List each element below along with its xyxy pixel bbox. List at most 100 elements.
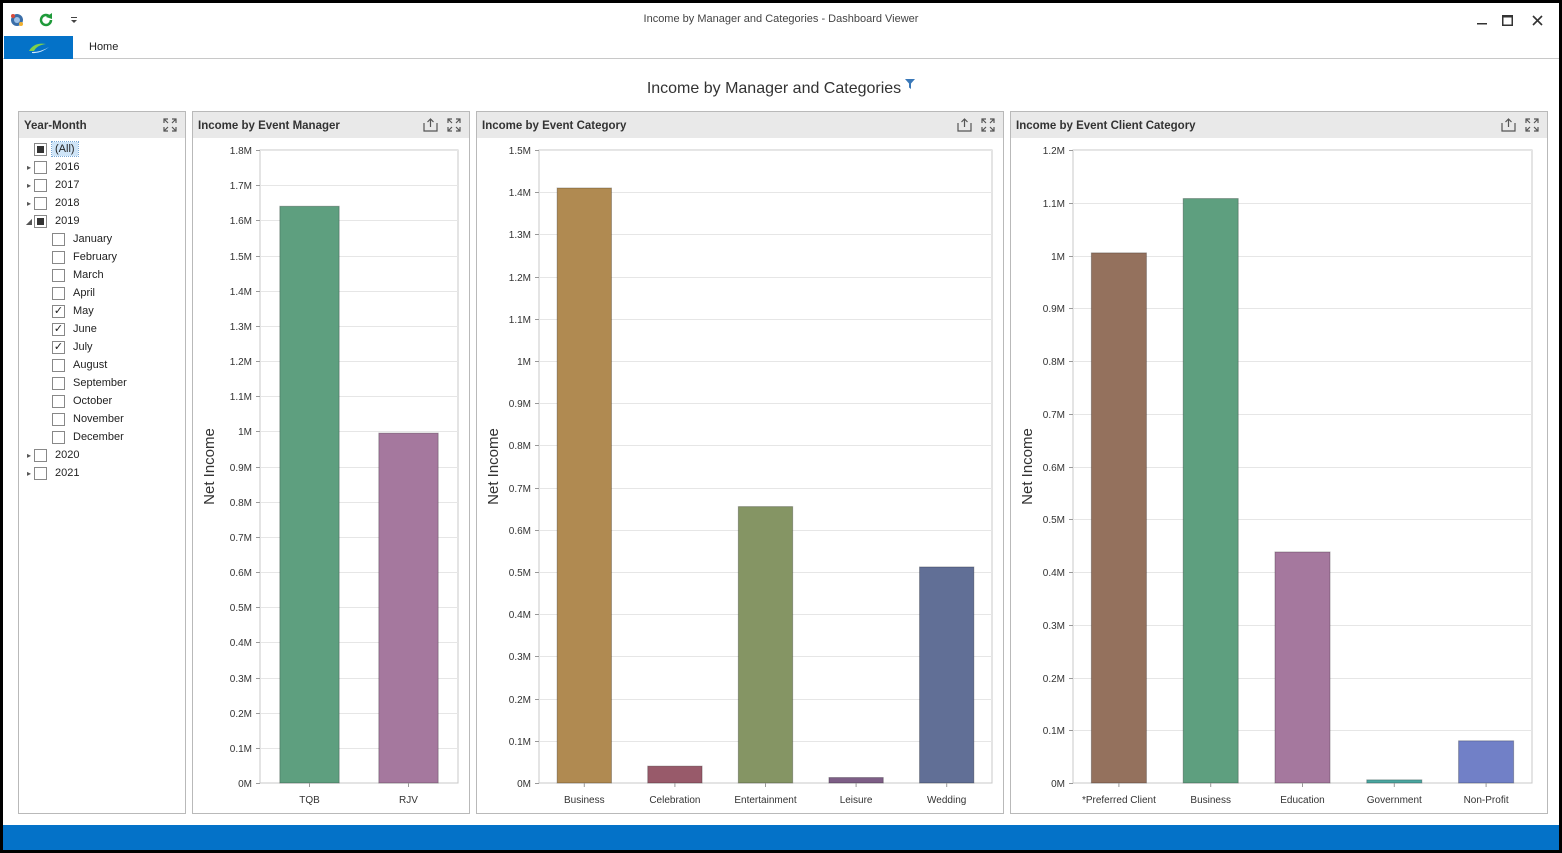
collapse-icon[interactable]: ◢: [25, 216, 33, 226]
y-tick-label: 1.7M: [230, 181, 252, 192]
bar-government[interactable]: [1366, 779, 1423, 784]
expand-icon[interactable]: ▸: [26, 468, 31, 478]
x-tick-label: Entertainment: [734, 795, 796, 806]
tree-item[interactable]: ▸ 2021: [19, 464, 185, 482]
export-icon[interactable]: [955, 116, 973, 134]
tree-item[interactable]: March: [19, 266, 185, 284]
tree-item[interactable]: November: [19, 410, 185, 428]
tree-item[interactable]: August: [19, 356, 185, 374]
expand-icon[interactable]: ▸: [26, 162, 31, 172]
y-tick-label: 0.9M: [230, 463, 252, 474]
checkbox[interactable]: [34, 214, 47, 228]
tree-item-label: February: [73, 251, 118, 263]
y-tick-label: 0.1M: [1043, 726, 1065, 737]
checkbox[interactable]: [34, 142, 47, 156]
export-icon[interactable]: [421, 116, 439, 134]
y-tick-label: 0.9M: [1043, 304, 1065, 315]
x-tick-label: Government: [1367, 795, 1422, 806]
y-tick-label: 0.5M: [230, 603, 252, 614]
expand-icon[interactable]: ▸: [26, 450, 31, 460]
x-tick-label: TQB: [299, 795, 320, 806]
bar-preferred-client[interactable]: [1090, 252, 1147, 784]
bar-tqb[interactable]: [279, 205, 340, 784]
tree-item[interactable]: ◢ 2019: [19, 212, 185, 230]
checkbox[interactable]: [34, 178, 47, 192]
maximize-button[interactable]: [1493, 9, 1521, 31]
bar-entertainment[interactable]: [737, 506, 794, 784]
refresh-icon[interactable]: [36, 10, 56, 30]
panel-header: Year-Month: [19, 112, 185, 138]
tree-item[interactable]: October: [19, 392, 185, 410]
app-logo-icon[interactable]: [7, 10, 27, 30]
maximize-panel-icon[interactable]: [445, 116, 463, 134]
y-tick-label: 0.6M: [1043, 463, 1065, 474]
maximize-panel-icon[interactable]: [161, 116, 179, 134]
tree-item[interactable]: January: [19, 230, 185, 248]
close-button[interactable]: [1523, 9, 1551, 31]
y-tick-label: 0.1M: [230, 744, 252, 755]
tree-item[interactable]: September: [19, 374, 185, 392]
y-tick-label: 0.9M: [509, 399, 531, 410]
bar-celebration[interactable]: [647, 765, 703, 784]
panel-title: Income by Event Client Category: [1016, 120, 1196, 132]
y-tick-label: 1.3M: [509, 230, 531, 241]
checkbox[interactable]: [52, 430, 65, 444]
tree-item[interactable]: ▸ 2016: [19, 158, 185, 176]
bar-education[interactable]: [1274, 551, 1331, 784]
tree-item-label: November: [73, 413, 124, 425]
panel-title: Income by Event Category: [482, 120, 627, 132]
income-by-event-client-category-panel: Income by Event Client Category 0M 0.1M 0.…: [1010, 111, 1548, 814]
maximize-panel-icon[interactable]: [979, 116, 997, 134]
tab-home[interactable]: Home: [89, 41, 119, 53]
y-axis-title: Net Income: [485, 428, 502, 505]
expand-icon[interactable]: ▸: [26, 180, 31, 190]
tree-item[interactable]: ✓ July: [19, 338, 185, 356]
checkbox[interactable]: [52, 412, 65, 426]
filter-icon[interactable]: [905, 76, 916, 94]
y-tick-label: 1.1M: [230, 392, 252, 403]
bar-business[interactable]: [556, 187, 612, 784]
tree-item[interactable]: December: [19, 428, 185, 446]
checkbox[interactable]: [52, 394, 65, 408]
bar-wedding[interactable]: [919, 566, 975, 784]
checkbox[interactable]: [52, 286, 65, 300]
checkbox[interactable]: [52, 232, 65, 246]
tree-item[interactable]: ▸ 2018: [19, 194, 185, 212]
y-tick-label: 0.7M: [1043, 410, 1065, 421]
x-tick-label: Non-Profit: [1464, 795, 1509, 806]
expand-icon[interactable]: ▸: [26, 198, 31, 208]
y-tick-label: 0.5M: [1043, 515, 1065, 526]
maximize-panel-icon[interactable]: [1523, 116, 1541, 134]
checkbox[interactable]: [52, 376, 65, 390]
checkbox[interactable]: [34, 160, 47, 174]
tree-item[interactable]: ✓ June: [19, 320, 185, 338]
checkbox[interactable]: [52, 358, 65, 372]
x-tick-label: RJV: [399, 795, 418, 806]
y-tick-label: 0.3M: [509, 652, 531, 663]
bar-business[interactable]: [1182, 198, 1239, 784]
y-tick-label: 1M: [1051, 252, 1065, 263]
tree-item[interactable]: ▸ 2017: [19, 176, 185, 194]
customize-dropdown-icon[interactable]: [67, 10, 81, 30]
checkbox[interactable]: ✓: [52, 322, 65, 336]
minimize-button[interactable]: [1468, 9, 1496, 31]
y-tick-label: 0.6M: [509, 526, 531, 537]
checkbox[interactable]: ✓: [52, 340, 65, 354]
checkbox[interactable]: ✓: [52, 304, 65, 318]
tree-item[interactable]: (All): [19, 140, 185, 158]
bar-leisure[interactable]: [828, 777, 884, 784]
tree-item[interactable]: ✓ May: [19, 302, 185, 320]
x-tick-label: Leisure: [840, 795, 873, 806]
checkbox[interactable]: [34, 448, 47, 462]
checkbox[interactable]: [34, 466, 47, 480]
checkbox[interactable]: [52, 250, 65, 264]
tree-item[interactable]: ▸ 2020: [19, 446, 185, 464]
bar-rjv[interactable]: [378, 432, 439, 784]
bar-non-profit[interactable]: [1458, 740, 1515, 784]
tree-item[interactable]: April: [19, 284, 185, 302]
checkbox[interactable]: [52, 268, 65, 282]
tree-item[interactable]: February: [19, 248, 185, 266]
application-menu-button[interactable]: [4, 36, 73, 59]
checkbox[interactable]: [34, 196, 47, 210]
export-icon[interactable]: [1499, 116, 1517, 134]
